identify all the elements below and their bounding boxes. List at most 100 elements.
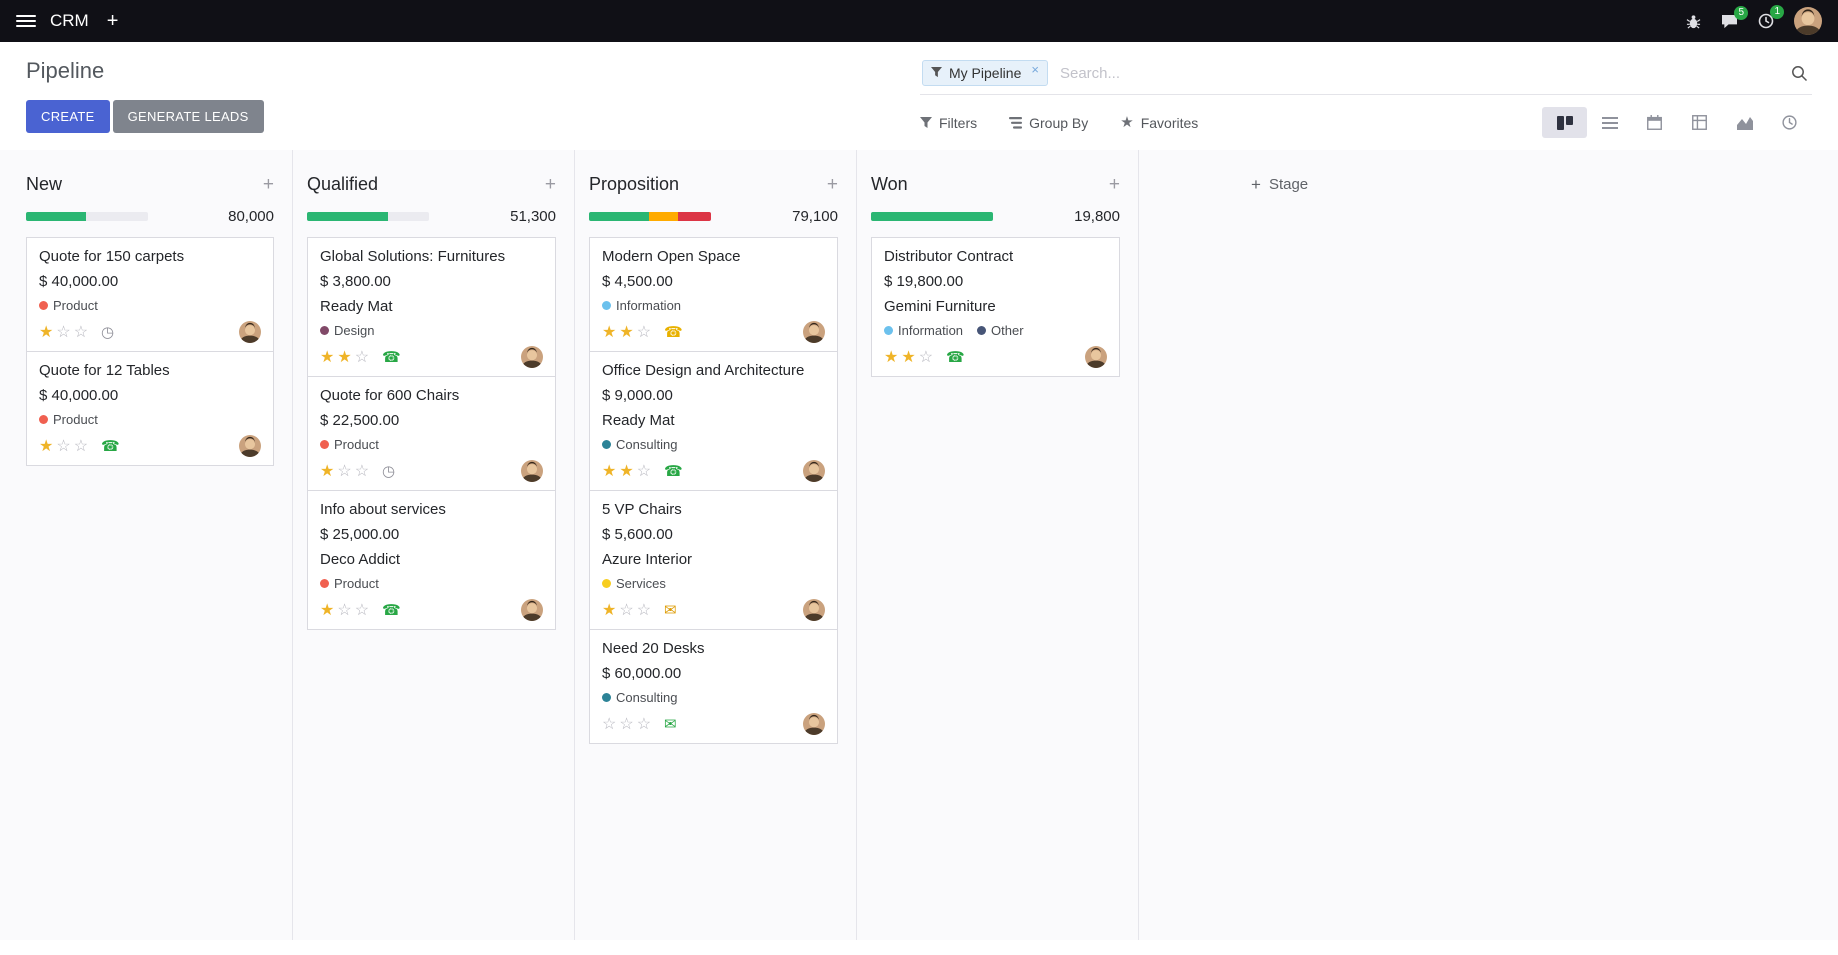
priority-star-icon[interactable]: ☆ bbox=[918, 349, 937, 366]
kanban-card[interactable]: Quote for 150 carpets $ 40,000.00 Produc… bbox=[26, 237, 274, 352]
progress-segment[interactable] bbox=[648, 212, 679, 221]
kanban-card[interactable]: 5 VP Chairs $ 5,600.00 Azure Interior Se… bbox=[589, 490, 838, 630]
card-title[interactable]: Quote for 150 carpets bbox=[39, 248, 185, 265]
activity-icon[interactable]: ◷ bbox=[101, 323, 115, 341]
priority-star-icon[interactable]: ★ bbox=[602, 602, 620, 619]
filters-button[interactable]: Filters bbox=[920, 115, 977, 131]
priority-star-icon[interactable]: ☆ bbox=[354, 463, 373, 480]
remove-facet-icon[interactable]: × bbox=[1031, 62, 1039, 77]
create-button[interactable]: CREATE bbox=[26, 100, 110, 133]
priority-star-icon[interactable]: ☆ bbox=[636, 463, 655, 480]
activity-icon[interactable]: ☎ bbox=[946, 348, 965, 366]
kanban-card[interactable]: Global Solutions: Furnitures $ 3,800.00 … bbox=[307, 237, 556, 377]
priority-star-icon[interactable]: ☆ bbox=[636, 602, 655, 619]
priority-stars[interactable]: ★☆☆ bbox=[39, 436, 91, 456]
kanban-card[interactable]: Modern Open Space $ 4,500.00 Information… bbox=[589, 237, 838, 352]
search-input[interactable] bbox=[1057, 63, 1781, 83]
avatar[interactable] bbox=[239, 321, 261, 343]
priority-star-icon[interactable]: ☆ bbox=[354, 602, 373, 619]
card-title[interactable]: Info about services bbox=[320, 501, 446, 518]
activities-icon[interactable]: 1 bbox=[1758, 5, 1784, 29]
quick-add-icon[interactable]: + bbox=[826, 174, 838, 195]
priority-star-icon[interactable]: ☆ bbox=[56, 438, 74, 455]
priority-stars[interactable]: ★★☆ bbox=[320, 347, 372, 367]
activity-icon[interactable]: ✉ bbox=[664, 601, 677, 619]
stage-progressbar[interactable] bbox=[871, 212, 993, 221]
messages-icon[interactable]: 5 bbox=[1721, 5, 1748, 29]
progress-segment[interactable] bbox=[26, 212, 86, 221]
search-bar[interactable]: My Pipeline × bbox=[920, 58, 1812, 95]
priority-star-icon[interactable]: ☆ bbox=[73, 324, 92, 341]
priority-star-icon[interactable]: ☆ bbox=[636, 716, 655, 733]
user-avatar[interactable] bbox=[1794, 7, 1822, 35]
card-title[interactable]: Global Solutions: Furnitures bbox=[320, 248, 506, 265]
priority-star-icon[interactable]: ☆ bbox=[619, 602, 637, 619]
priority-stars[interactable]: ★★☆ bbox=[602, 322, 654, 342]
quick-add-icon[interactable]: + bbox=[544, 174, 556, 195]
priority-star-icon[interactable]: ★ bbox=[884, 349, 902, 366]
card-title[interactable]: Quote for 12 Tables bbox=[39, 362, 170, 379]
priority-star-icon[interactable]: ☆ bbox=[56, 324, 74, 341]
priority-star-icon[interactable]: ★ bbox=[39, 438, 57, 455]
priority-stars[interactable]: ★☆☆ bbox=[320, 461, 372, 481]
priority-stars[interactable]: ★★☆ bbox=[884, 347, 936, 367]
avatar[interactable] bbox=[803, 599, 825, 621]
progress-segment[interactable] bbox=[871, 212, 993, 221]
priority-star-icon[interactable]: ★ bbox=[619, 463, 637, 480]
search-facet[interactable]: My Pipeline × bbox=[922, 60, 1048, 86]
activity-view-icon[interactable] bbox=[1767, 107, 1812, 138]
kanban-card[interactable]: Distributor Contract $ 19,800.00 Gemini … bbox=[871, 237, 1120, 377]
priority-stars[interactable]: ★☆☆ bbox=[39, 322, 91, 342]
card-title[interactable]: Distributor Contract bbox=[884, 248, 1014, 265]
bug-icon[interactable] bbox=[1686, 14, 1701, 29]
priority-star-icon[interactable]: ★ bbox=[901, 349, 919, 366]
generate-leads-button[interactable]: GENERATE LEADS bbox=[112, 100, 264, 133]
priority-star-icon[interactable]: ★ bbox=[39, 324, 57, 341]
navbar-plus-icon[interactable]: + bbox=[106, 10, 119, 32]
kanban-card[interactable]: Quote for 600 Chairs $ 22,500.00 Product… bbox=[307, 376, 556, 491]
priority-star-icon[interactable]: ☆ bbox=[636, 324, 655, 341]
kanban-view-icon[interactable] bbox=[1542, 107, 1587, 138]
avatar[interactable] bbox=[803, 460, 825, 482]
activity-icon[interactable]: ☎ bbox=[101, 437, 120, 455]
priority-stars[interactable]: ☆☆☆ bbox=[602, 714, 654, 734]
activity-icon[interactable]: ☎ bbox=[382, 348, 401, 366]
list-view-icon[interactable] bbox=[1587, 107, 1632, 138]
priority-star-icon[interactable]: ☆ bbox=[73, 438, 92, 455]
avatar[interactable] bbox=[1085, 346, 1107, 368]
priority-star-icon[interactable]: ★ bbox=[619, 324, 637, 341]
stage-progressbar[interactable] bbox=[589, 212, 711, 221]
avatar[interactable] bbox=[803, 713, 825, 735]
progress-segment[interactable] bbox=[589, 212, 649, 221]
kanban-card[interactable]: Office Design and Architecture $ 9,000.0… bbox=[589, 351, 838, 491]
avatar[interactable] bbox=[521, 599, 543, 621]
activity-icon[interactable]: ✉ bbox=[664, 715, 677, 733]
priority-star-icon[interactable]: ★ bbox=[320, 602, 338, 619]
priority-star-icon[interactable]: ☆ bbox=[337, 602, 355, 619]
priority-star-icon[interactable]: ☆ bbox=[337, 463, 355, 480]
priority-stars[interactable]: ★☆☆ bbox=[602, 600, 654, 620]
avatar[interactable] bbox=[521, 346, 543, 368]
avatar[interactable] bbox=[803, 321, 825, 343]
card-title[interactable]: Modern Open Space bbox=[602, 248, 741, 265]
quick-add-icon[interactable]: + bbox=[1108, 174, 1120, 195]
favorites-button[interactable]: ★ Favorites bbox=[1120, 115, 1198, 131]
kanban-card[interactable]: Quote for 12 Tables $ 40,000.00 Product … bbox=[26, 351, 274, 466]
card-title[interactable]: Office Design and Architecture bbox=[602, 362, 805, 379]
avatar[interactable] bbox=[521, 460, 543, 482]
priority-star-icon[interactable]: ★ bbox=[602, 324, 620, 341]
priority-star-icon[interactable]: ☆ bbox=[602, 716, 620, 733]
priority-stars[interactable]: ★☆☆ bbox=[320, 600, 372, 620]
apps-menu-icon[interactable] bbox=[16, 15, 36, 27]
activity-icon[interactable]: ☎ bbox=[382, 601, 401, 619]
progress-segment[interactable] bbox=[678, 212, 711, 221]
graph-view-icon[interactable] bbox=[1722, 107, 1767, 138]
group-by-button[interactable]: Group By bbox=[1009, 115, 1088, 131]
progress-segment[interactable] bbox=[307, 212, 388, 221]
priority-stars[interactable]: ★★☆ bbox=[602, 461, 654, 481]
kanban-card[interactable]: Info about services $ 25,000.00 Deco Add… bbox=[307, 490, 556, 630]
kanban-card[interactable]: Need 20 Desks $ 60,000.00 Consulting ☆☆☆… bbox=[589, 629, 838, 744]
activity-icon[interactable]: ☎ bbox=[664, 462, 683, 480]
card-title[interactable]: 5 VP Chairs bbox=[602, 501, 682, 518]
stage-progressbar[interactable] bbox=[307, 212, 429, 221]
